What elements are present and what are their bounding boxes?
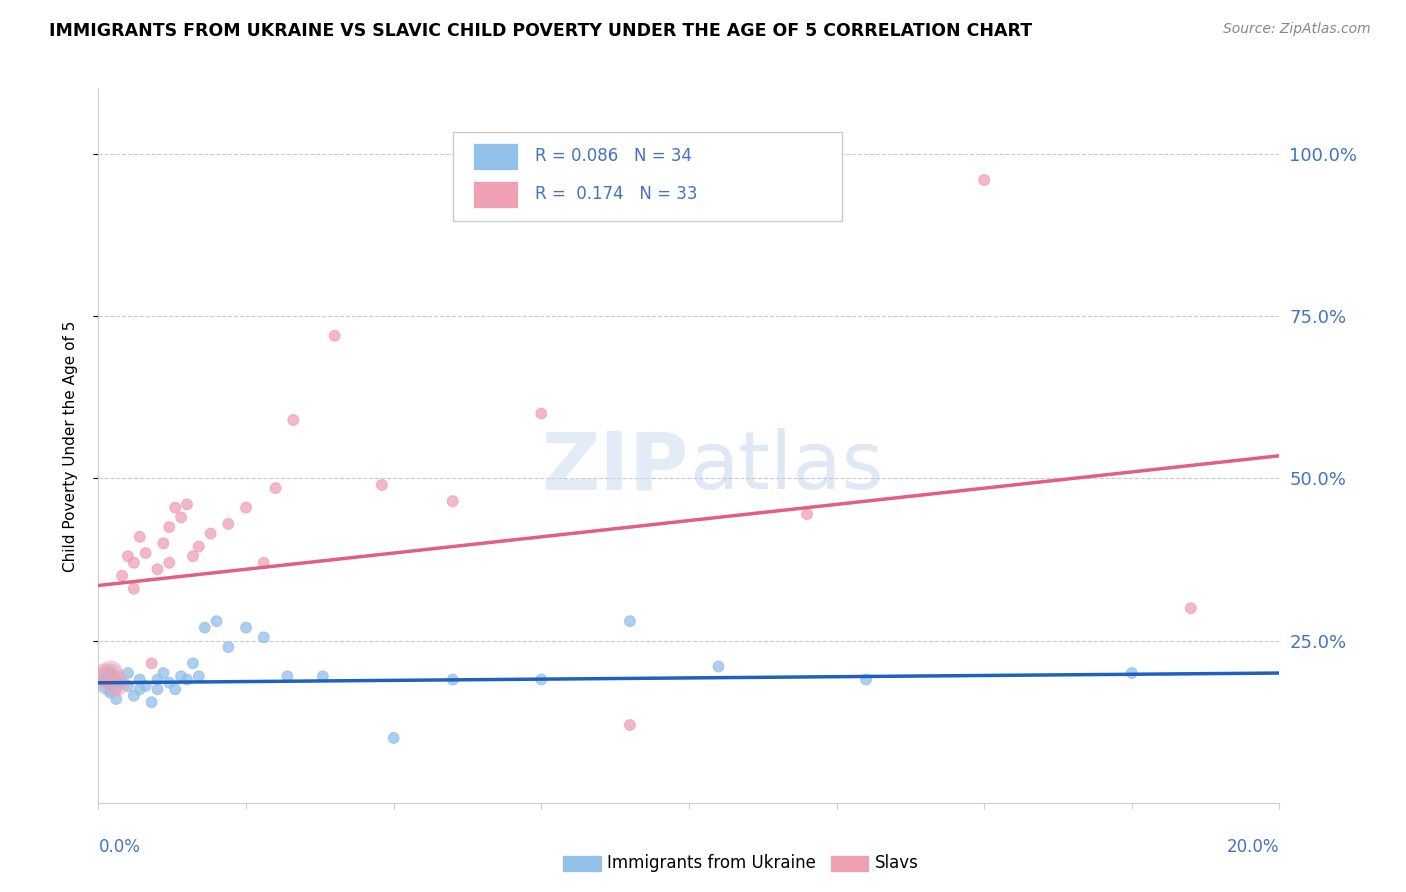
Point: [141, 695, 163, 709]
Point: [253, 556, 276, 570]
Point: [312, 669, 335, 683]
Point: [146, 673, 169, 687]
Point: [157, 556, 180, 570]
Point: [111, 675, 134, 690]
Point: [157, 520, 180, 534]
Point: [619, 614, 641, 628]
Point: [128, 682, 150, 697]
Point: [176, 673, 198, 687]
Point: [93, 669, 115, 683]
Point: [217, 516, 239, 531]
Point: [146, 682, 169, 697]
Point: [93, 673, 115, 687]
Point: [98, 666, 121, 681]
Point: [200, 526, 222, 541]
Point: [253, 631, 276, 645]
Point: [135, 679, 157, 693]
Point: [530, 407, 553, 421]
Point: [283, 413, 305, 427]
Point: [128, 673, 150, 687]
Point: [217, 640, 239, 654]
Point: [187, 669, 209, 683]
Text: Source: ZipAtlas.com: Source: ZipAtlas.com: [1223, 22, 1371, 37]
Point: [128, 530, 150, 544]
Point: [105, 675, 128, 690]
Y-axis label: Child Poverty Under the Age of 5: Child Poverty Under the Age of 5: [63, 320, 77, 572]
Bar: [472, 143, 517, 170]
Point: [264, 481, 287, 495]
Text: R = 0.086   N = 34: R = 0.086 N = 34: [536, 147, 692, 166]
Text: atlas: atlas: [689, 428, 883, 507]
Point: [707, 659, 730, 673]
Point: [530, 673, 553, 687]
Point: [323, 328, 346, 343]
FancyBboxPatch shape: [453, 132, 842, 221]
Point: [176, 497, 198, 511]
Point: [194, 621, 217, 635]
Point: [98, 685, 121, 699]
Text: Slavs: Slavs: [875, 855, 918, 872]
Point: [135, 546, 157, 560]
Point: [111, 568, 134, 582]
Point: [93, 673, 115, 687]
Point: [170, 669, 193, 683]
Point: [855, 673, 877, 687]
Point: [619, 718, 641, 732]
Point: [276, 669, 298, 683]
Point: [181, 657, 204, 671]
Point: [1180, 601, 1202, 615]
Point: [98, 675, 121, 690]
Point: [152, 536, 174, 550]
Text: Immigrants from Ukraine: Immigrants from Ukraine: [607, 855, 817, 872]
Point: [93, 673, 115, 687]
Point: [157, 675, 180, 690]
Point: [105, 682, 128, 697]
Point: [181, 549, 204, 564]
Point: [98, 666, 121, 681]
Point: [235, 500, 257, 515]
Point: [98, 669, 121, 683]
Text: ZIP: ZIP: [541, 428, 689, 507]
Point: [152, 666, 174, 681]
Text: 20.0%: 20.0%: [1227, 838, 1279, 856]
Point: [117, 549, 139, 564]
Point: [441, 494, 464, 508]
Point: [117, 679, 139, 693]
Point: [796, 507, 818, 521]
Point: [165, 682, 187, 697]
Bar: [472, 181, 517, 208]
Point: [1121, 666, 1143, 681]
Text: IMMIGRANTS FROM UKRAINE VS SLAVIC CHILD POVERTY UNDER THE AGE OF 5 CORRELATION C: IMMIGRANTS FROM UKRAINE VS SLAVIC CHILD …: [49, 22, 1032, 40]
Point: [205, 614, 228, 628]
Point: [165, 500, 187, 515]
Point: [170, 510, 193, 524]
Point: [141, 657, 163, 671]
Point: [371, 478, 394, 492]
Point: [122, 556, 145, 570]
Point: [122, 689, 145, 703]
Point: [117, 666, 139, 681]
Point: [187, 540, 209, 554]
Point: [105, 692, 128, 706]
Point: [235, 621, 257, 635]
Point: [146, 562, 169, 576]
Point: [382, 731, 405, 745]
Text: R =  0.174   N = 33: R = 0.174 N = 33: [536, 186, 697, 203]
Point: [973, 173, 995, 187]
Point: [122, 582, 145, 596]
Text: 0.0%: 0.0%: [98, 838, 141, 856]
Point: [441, 673, 464, 687]
